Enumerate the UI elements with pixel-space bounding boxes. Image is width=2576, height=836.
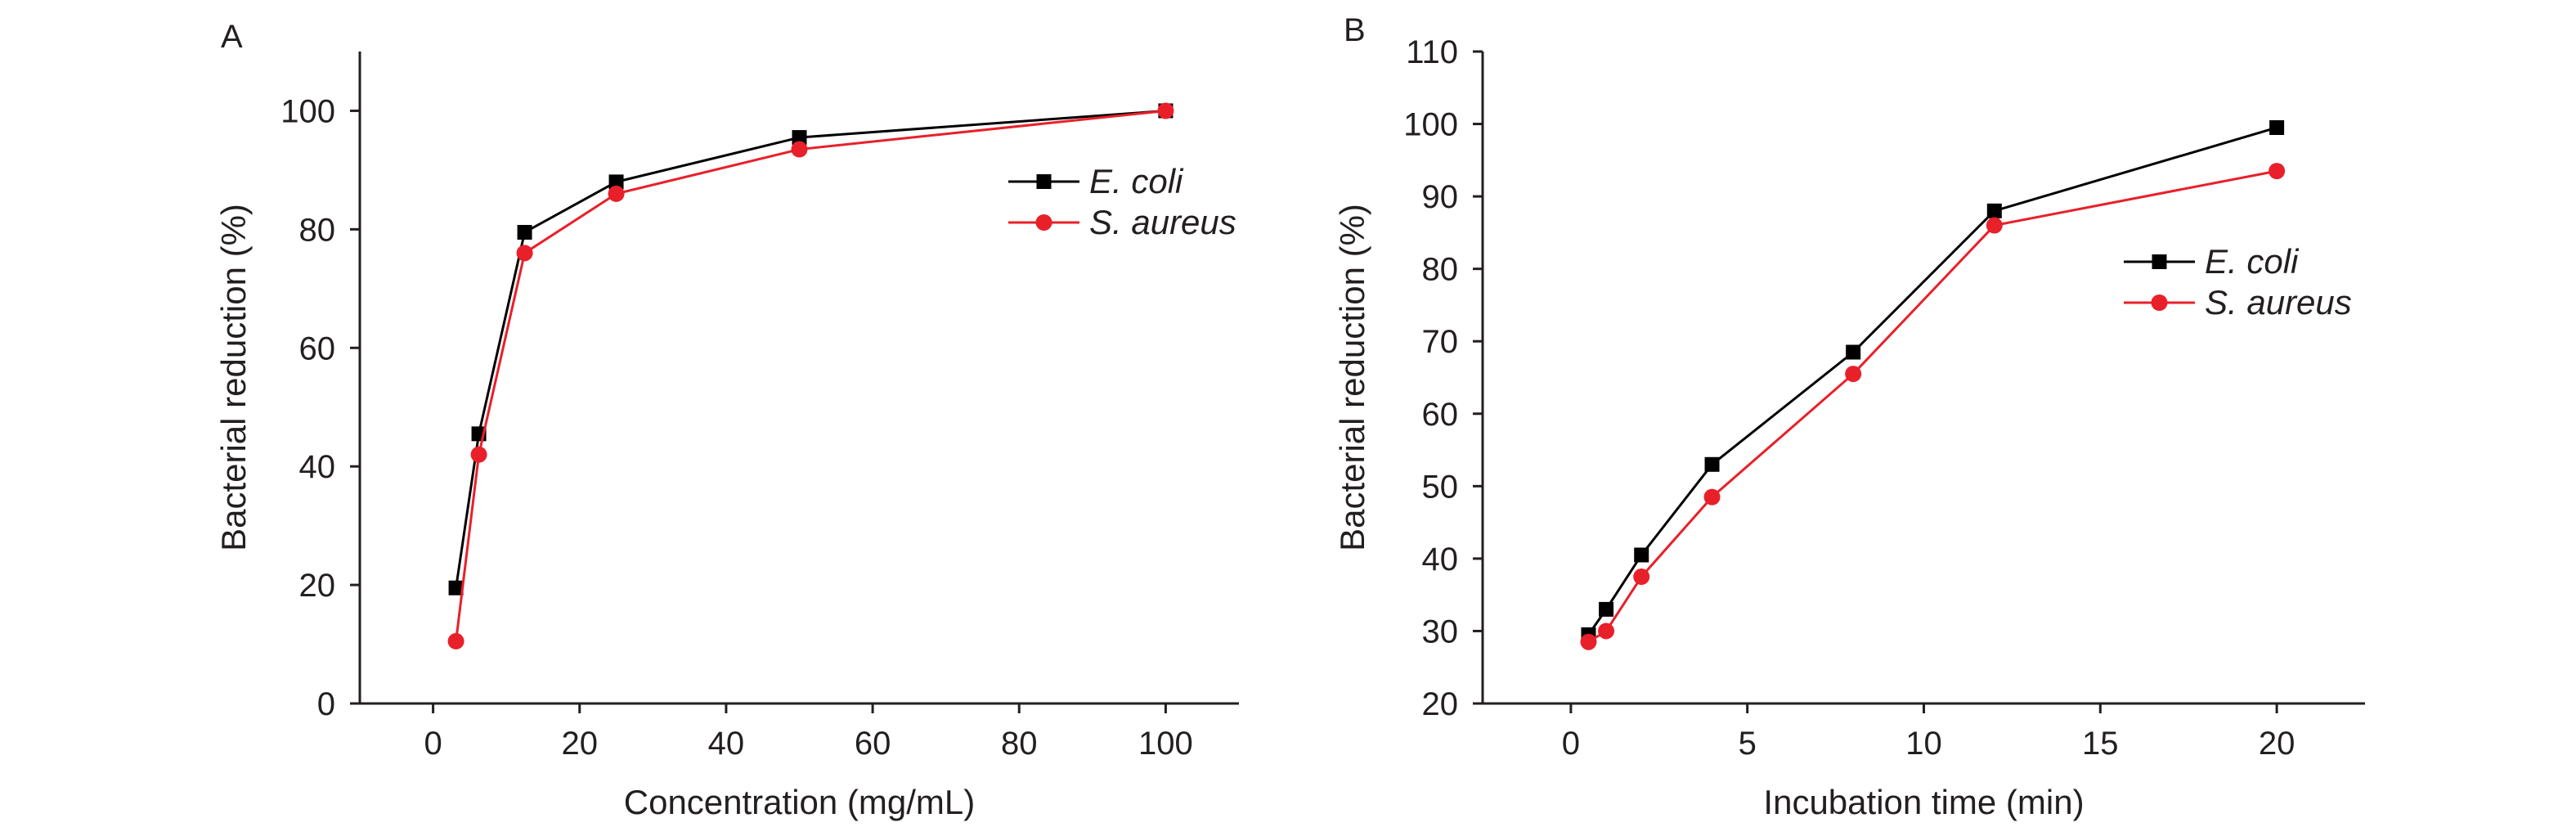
x-tick-label: 80: [1001, 726, 1038, 762]
legend-marker: [2151, 294, 2168, 311]
data-point: [1845, 366, 1862, 383]
y-tick-label: 100: [1403, 107, 1458, 143]
y-tick-label: 70: [1422, 324, 1459, 360]
y-tick-label: 80: [299, 212, 336, 248]
data-point: [516, 245, 533, 262]
data-point: [1598, 623, 1615, 640]
y-tick-label: 40: [1422, 542, 1459, 578]
series-line: [455, 109, 1166, 642]
y-tick-label: 20: [1422, 686, 1459, 722]
chart-panel-b: B 20 30 40 50 60 70 80 90 100 110 0 5 10 15 20 Incubatio…: [1333, 12, 2365, 821]
data-point: [2269, 163, 2286, 180]
data-point: [1846, 344, 1861, 360]
y-tick-label: 30: [1422, 614, 1459, 649]
data-point: [1599, 601, 1614, 617]
data-point: [517, 224, 532, 240]
data-point: [447, 632, 464, 649]
data-point: [448, 580, 464, 596]
panel-label: A: [221, 19, 243, 55]
data-point: [608, 185, 625, 202]
legend-label: S. aureus: [2205, 283, 2352, 321]
y-axis-title: Bacterial reduction (%): [1333, 204, 1371, 551]
legend-label: E. coli: [2205, 242, 2300, 281]
data-point: [1157, 102, 1174, 119]
legend-marker: [2152, 254, 2167, 269]
x-tick-label: 5: [1739, 726, 1757, 762]
data-point: [608, 174, 624, 190]
x-tick-label: 40: [708, 726, 745, 762]
legend-label: E. coli: [1089, 162, 1184, 200]
y-tick-label: 80: [1422, 252, 1459, 288]
legend-marker: [1036, 174, 1052, 189]
x-tick-label: 20: [562, 726, 599, 762]
y-tick-label: 90: [1422, 179, 1459, 215]
series-line: [1587, 169, 2278, 644]
series-line: [1587, 126, 2278, 636]
y-axis-title: Bacterial reduction (%): [214, 204, 253, 551]
x-axis-title: Incubation time (min): [1763, 783, 2084, 821]
x-axis-title: Concentration (mg/mL): [624, 783, 976, 821]
x-tick-label: 0: [1562, 726, 1580, 762]
y-tick-label: 20: [299, 568, 336, 604]
y-tick-label: 60: [299, 330, 336, 366]
data-point: [1986, 203, 2002, 218]
data-point: [1703, 488, 1721, 506]
y-tick-label: 40: [299, 449, 336, 485]
y-tick-label: 0: [317, 686, 335, 722]
panel-label: B: [1344, 12, 1366, 48]
data-point: [1986, 217, 2003, 234]
x-tick-label: 0: [424, 726, 442, 762]
legend-label: S. aureus: [1089, 203, 1236, 241]
data-point: [791, 141, 808, 158]
y-tick-label: 110: [1406, 34, 1458, 70]
data-point: [1580, 633, 1597, 650]
x-tick-label: 20: [2259, 726, 2296, 762]
y-tick-label: 100: [280, 93, 335, 129]
x-tick-label: 15: [2082, 726, 2119, 762]
x-tick-label: 60: [855, 726, 891, 762]
x-tick-label: 100: [1138, 726, 1193, 762]
data-point: [470, 446, 487, 463]
data-point: [1633, 569, 1650, 586]
data-point: [1704, 456, 1720, 472]
x-tick-label: 10: [1905, 726, 1942, 762]
data-point: [2269, 119, 2285, 135]
data-point: [792, 130, 807, 146]
y-tick-label: 60: [1422, 397, 1459, 433]
y-tick-label: 50: [1422, 469, 1459, 505]
data-point: [1634, 547, 1649, 563]
chart-panel-a: A 0 20 40 60 80 100 0 20 40 60 80 100 Concentration (…: [214, 19, 1239, 821]
legend-marker: [1035, 214, 1052, 231]
